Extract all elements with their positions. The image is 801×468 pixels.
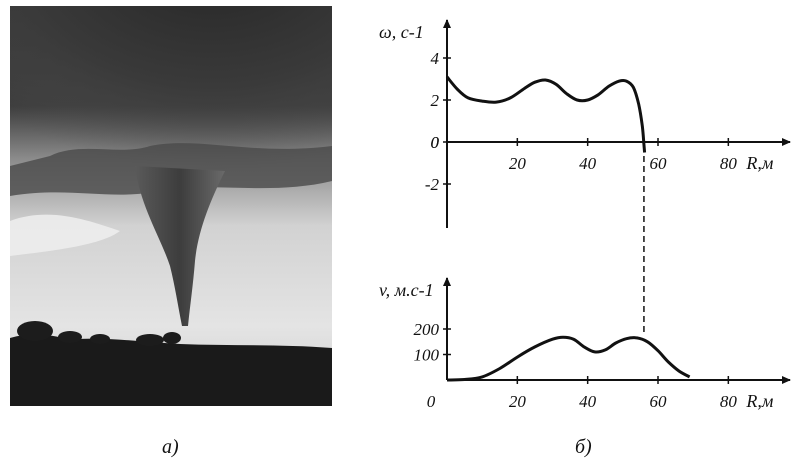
angular-velocity-chart: 20 40 60 80 420-20 ω, с-1 R,м [379, 19, 791, 228]
y-tick-label: 200 [414, 320, 440, 339]
y-axis-label-omega: ω, с-1 [379, 22, 424, 42]
x-tick-label: 60 [650, 392, 668, 411]
x-axis-label-radius: R,м [745, 153, 773, 173]
linear-velocity-chart: 0 20 40 60 80 200 100 v, м.с-1 R,м [379, 277, 791, 411]
tornado-photo [10, 6, 332, 406]
y-tick-label: -2 [425, 175, 440, 194]
y-tick-label-zero: 0 [431, 133, 440, 152]
x-tick-label: 80 [720, 154, 738, 173]
x-tick-label: 20 [509, 392, 527, 411]
x-tick-label: 0 [427, 392, 436, 411]
series-line-velocity [446, 335, 691, 382]
x-tick-label: 40 [579, 154, 597, 173]
x-axis-label-radius: R,м [745, 391, 773, 411]
y-tick-label: 2 [431, 91, 440, 110]
x-tick-label: 60 [650, 154, 668, 173]
x-tick-label: 40 [579, 392, 597, 411]
y-tick-label: 0 [431, 133, 440, 152]
x-tick-label: 80 [720, 392, 738, 411]
series-line-omega [445, 75, 647, 153]
y-tick-label: 4 [431, 49, 440, 68]
caption-b: б) [575, 436, 592, 458]
x-tick-label: 20 [509, 154, 527, 173]
y-axis-label-velocity: v, м.с-1 [379, 280, 434, 300]
caption-a: а) [162, 436, 179, 458]
y-tick-label: 100 [414, 346, 440, 365]
